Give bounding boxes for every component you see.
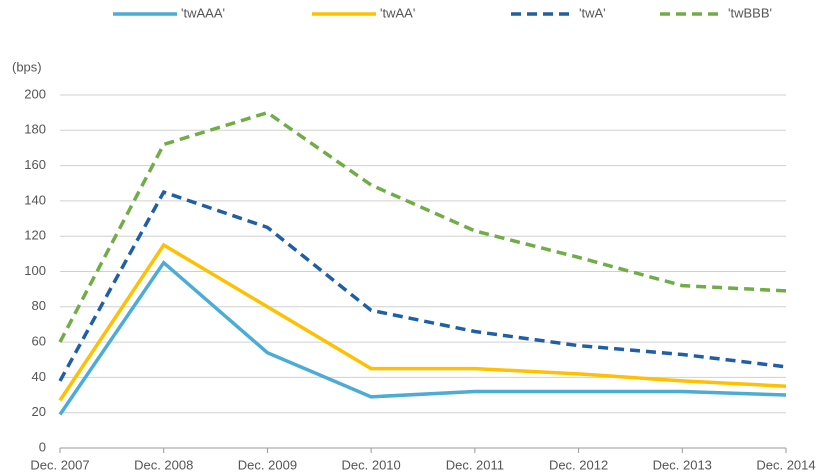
y-tick-label: 20 — [32, 404, 46, 419]
x-tick-label: Dec. 2013 — [653, 457, 712, 472]
y-tick-label: 80 — [32, 298, 46, 313]
y-tick-label: 60 — [32, 334, 46, 349]
y-tick-label: 100 — [24, 263, 46, 278]
series-line — [58, 110, 787, 343]
x-tick-label: Dec. 2011 — [446, 457, 504, 472]
x-tick-label: Dec. 2014 — [756, 457, 815, 472]
legend-label: 'twAAA' — [181, 5, 225, 20]
legend-label: 'twA' — [579, 5, 606, 20]
y-tick-label: 160 — [24, 157, 46, 172]
y-tick-label: 180 — [24, 122, 46, 137]
y-tick-label: 0 — [39, 439, 46, 454]
y-tick-label: 140 — [24, 192, 46, 207]
y-axis-label: (bps) — [12, 59, 42, 74]
x-tick-label: Dec. 2007 — [30, 457, 89, 472]
y-tick-label: 40 — [32, 369, 46, 384]
legend-label: 'twBBB' — [728, 5, 772, 20]
legend-label: 'twAA' — [380, 5, 415, 20]
y-tick-label: 200 — [24, 86, 46, 101]
x-tick-label: Dec. 2008 — [134, 457, 193, 472]
series-line — [58, 260, 787, 416]
series-line — [58, 242, 787, 402]
x-tick-label: Dec. 2012 — [549, 457, 608, 472]
y-tick-label: 120 — [24, 228, 46, 243]
series-line — [58, 189, 787, 382]
x-tick-label: Dec. 2009 — [238, 457, 297, 472]
x-tick-label: Dec. 2010 — [342, 457, 401, 472]
